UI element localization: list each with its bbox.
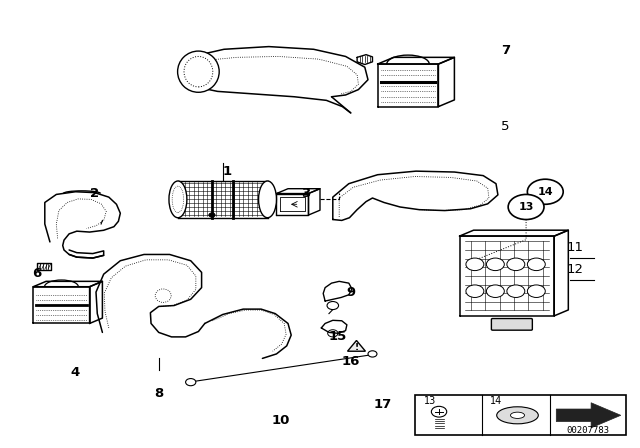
Text: 1: 1 (223, 164, 232, 178)
Circle shape (507, 285, 525, 297)
Circle shape (327, 302, 339, 310)
Ellipse shape (169, 181, 187, 218)
Ellipse shape (497, 407, 538, 424)
Circle shape (507, 258, 525, 271)
Polygon shape (348, 340, 365, 351)
Text: 2: 2 (90, 187, 99, 200)
Circle shape (527, 179, 563, 204)
Text: 14: 14 (490, 396, 502, 406)
Circle shape (368, 351, 377, 357)
Circle shape (508, 194, 544, 220)
Text: 8: 8 (154, 387, 163, 400)
Ellipse shape (259, 181, 276, 218)
Text: 16: 16 (342, 355, 360, 369)
Text: 3: 3 (301, 187, 310, 200)
Circle shape (328, 330, 338, 337)
Circle shape (527, 285, 545, 297)
Text: 9: 9 (346, 285, 355, 299)
Circle shape (186, 379, 196, 386)
Circle shape (486, 285, 504, 297)
Ellipse shape (511, 412, 525, 418)
Circle shape (466, 285, 484, 297)
Bar (415, 395, 626, 435)
Text: 6: 6 (33, 267, 42, 280)
Text: 13: 13 (424, 396, 436, 406)
Text: 15: 15 (329, 330, 347, 344)
Text: 4: 4 (71, 366, 80, 379)
Circle shape (466, 258, 484, 271)
Circle shape (486, 258, 504, 271)
Text: 14: 14 (538, 187, 553, 197)
Text: 13: 13 (518, 202, 534, 212)
Text: 00207783: 00207783 (566, 426, 609, 435)
Text: 12: 12 (566, 263, 583, 276)
Text: !: ! (355, 343, 358, 352)
Text: 10: 10 (271, 414, 289, 427)
Text: 7: 7 (501, 43, 510, 57)
FancyBboxPatch shape (492, 319, 532, 330)
Circle shape (527, 258, 545, 271)
Ellipse shape (178, 51, 220, 92)
Circle shape (209, 213, 215, 217)
Text: 5: 5 (501, 120, 510, 133)
Text: 17: 17 (374, 397, 392, 411)
Text: 11: 11 (566, 241, 583, 254)
Polygon shape (556, 403, 621, 428)
